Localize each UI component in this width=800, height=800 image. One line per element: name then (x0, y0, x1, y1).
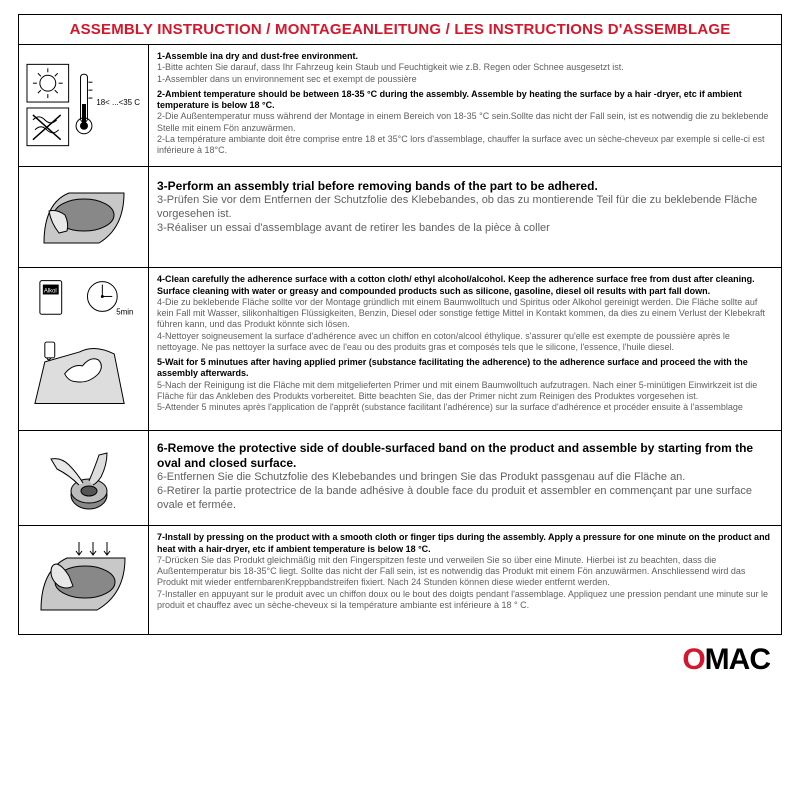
icon-cleaning: Alkol 5min (19, 268, 149, 430)
s6-en: 6-Remove the protective side of double-s… (157, 441, 773, 471)
text-4-5: 4-Clean carefully the adherence surface … (149, 268, 781, 430)
s2-fr: 2-La température ambiante doit être comp… (157, 134, 773, 157)
row-1-2: 18< ...<35 C 1-Assemble ina dry and dust… (18, 45, 782, 167)
svg-text:Alkol: Alkol (44, 289, 57, 295)
s3-fr: 3-Réaliser un essai d'assemblage avant d… (157, 222, 773, 236)
text-6: 6-Remove the protective side of double-s… (149, 431, 781, 525)
s4-en: 4-Clean carefully the adherence surface … (157, 274, 773, 297)
row-4-5: Alkol 5min 4-Clean carefully the adheren… (18, 268, 782, 431)
svg-text:5min: 5min (116, 308, 133, 317)
s7-de: 7-Drücken Sie das Produkt gleichmäßig mi… (157, 555, 773, 589)
header-title: ASSEMBLY INSTRUCTION / MONTAGEANLEITUNG … (70, 21, 731, 38)
s7-fr: 7-Installer en appuyant sur le produit a… (157, 589, 773, 612)
s4-de: 4-Die zu beklebende Fläche sollte vor de… (157, 297, 773, 331)
s2-en: 2-Ambient temperature should be between … (157, 89, 773, 112)
row-6: 6-Remove the protective side of double-s… (18, 431, 782, 526)
s7-en: 7-Install by pressing on the product wit… (157, 532, 773, 555)
logo-rest: MAC (705, 643, 770, 676)
row-3: 3-Perform an assembly trial before remov… (18, 167, 782, 268)
s3-en: 3-Perform an assembly trial before remov… (157, 179, 773, 194)
icon-trial-fit (19, 167, 149, 267)
icon-press-install (19, 526, 149, 634)
s1-fr: 1-Assembler dans un environnement sec et… (157, 74, 773, 85)
s1-de: 1-Bitte achten Sie darauf, dass Ihr Fahr… (157, 62, 773, 73)
s1-en: 1-Assemble ina dry and dust-free environ… (157, 51, 773, 62)
text-1-2: 1-Assemble ina dry and dust-free environ… (149, 45, 781, 166)
s5-de: 5-Nach der Reinigung ist die Fläche mit … (157, 380, 773, 403)
svg-text:18< ...<35 C: 18< ...<35 C (96, 98, 140, 107)
s4-fr: 4-Nettoyer soigneusement la surface d'ad… (157, 331, 773, 354)
s6-fr: 6-Retirer la partie protectrice de la ba… (157, 485, 773, 513)
text-7: 7-Install by pressing on the product wit… (149, 526, 781, 634)
s3-de: 3-Prüfen Sie vor dem Entfernen der Schut… (157, 194, 773, 222)
icon-remove-tape (19, 431, 149, 525)
header: ASSEMBLY INSTRUCTION / MONTAGEANLEITUNG … (18, 14, 782, 45)
icon-temperature: 18< ...<35 C (19, 45, 149, 166)
s5-en: 5-Wait for 5 minutues after having appli… (157, 357, 773, 380)
s6-de: 6-Entfernen Sie die Schutzfolie des Kleb… (157, 471, 773, 485)
logo-o: O (682, 643, 704, 676)
logo: OMAC (18, 635, 782, 677)
text-3: 3-Perform an assembly trial before remov… (149, 167, 781, 267)
s2-de: 2-Die Außentemperatur muss während der M… (157, 111, 773, 134)
s5-fr: 5-Attender 5 minutes après l'application… (157, 402, 773, 413)
row-7: 7-Install by pressing on the product wit… (18, 526, 782, 635)
